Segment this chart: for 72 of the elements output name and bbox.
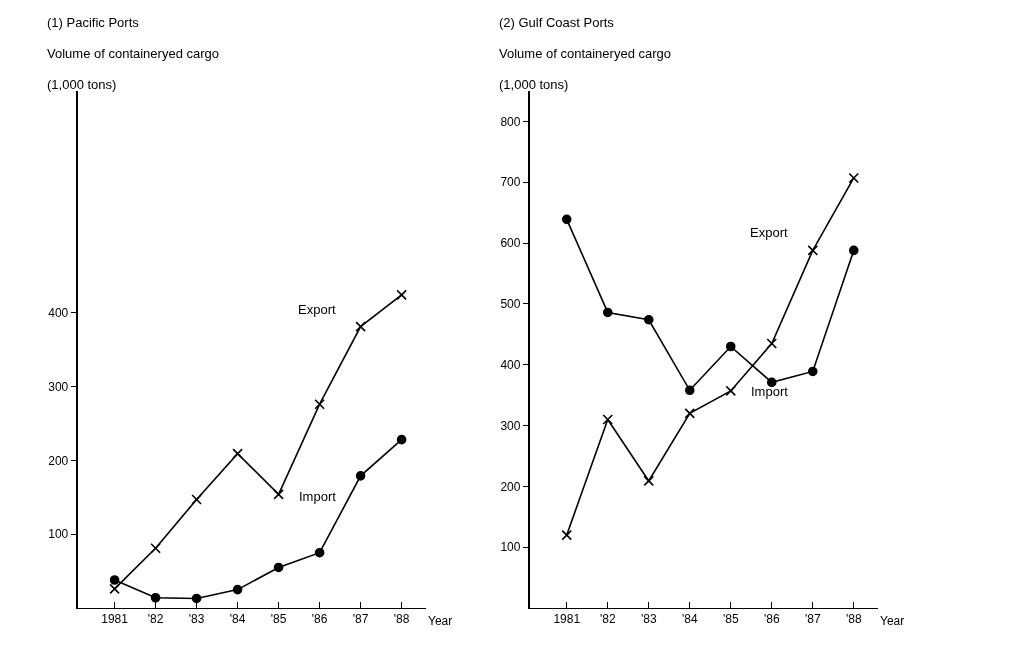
point <box>355 471 366 481</box>
point <box>848 172 860 184</box>
point <box>273 562 284 573</box>
point <box>191 494 202 505</box>
point <box>725 341 736 352</box>
series-label: Export <box>750 225 788 240</box>
y-tick-label: 200 <box>48 453 69 468</box>
y-tick-label: 400 <box>48 305 69 320</box>
point <box>191 593 202 604</box>
point <box>355 321 366 332</box>
point <box>396 289 407 301</box>
point <box>602 414 614 425</box>
point <box>273 489 284 500</box>
x-tick-label: '86 <box>311 612 328 627</box>
x-tick-label: '85 <box>722 612 739 627</box>
x-tick-label: '84 <box>681 612 698 627</box>
series-label: Import <box>299 489 337 504</box>
x-tick-label: '86 <box>763 612 780 627</box>
point <box>232 584 243 595</box>
x-tick-label: '82 <box>599 612 616 627</box>
point <box>807 245 819 256</box>
x-tick-label: '87 <box>352 612 369 627</box>
x-tick-label: 1981 <box>101 612 129 627</box>
x-axis-title: Year <box>880 614 905 628</box>
y-tick-label: 100 <box>48 527 69 542</box>
x-axis-title: Year <box>428 614 453 628</box>
chart-subtitle: Volume of containeryed cargo <box>47 46 219 61</box>
y-tick-label: 400 <box>500 357 521 372</box>
point <box>643 475 655 487</box>
x-tick-label: '82 <box>147 612 164 627</box>
x-tick-label: 1981 <box>553 612 581 627</box>
point <box>561 214 572 225</box>
point <box>232 448 243 459</box>
y-tick-label: 100 <box>500 540 521 555</box>
point <box>848 245 859 256</box>
point <box>643 314 654 325</box>
y-tick-label: 300 <box>500 418 521 433</box>
point <box>766 338 778 349</box>
x-tick-label: '88 <box>393 612 410 627</box>
x-tick-label: '85 <box>270 612 287 627</box>
point <box>725 385 737 397</box>
chart-title: (1) Pacific Ports <box>47 15 140 30</box>
y-tick-label: 800 <box>500 114 521 129</box>
chart-title: (2) Gulf Coast Ports <box>499 15 615 30</box>
point <box>150 542 161 554</box>
x-tick-label: '83 <box>188 612 205 627</box>
x-tick-label: '87 <box>804 612 821 627</box>
point <box>314 398 325 410</box>
y-axis-title: (1,000 tons) <box>47 77 117 92</box>
point <box>561 529 573 541</box>
x-tick-label: '84 <box>229 612 246 627</box>
chart-subtitle: Volume of containeryed cargo <box>499 46 671 61</box>
point <box>314 547 325 558</box>
y-tick-label: 500 <box>500 297 521 312</box>
point <box>396 434 407 445</box>
point <box>150 592 161 603</box>
point <box>684 408 696 419</box>
series-label: Import <box>751 384 789 399</box>
y-axis-title: (1,000 tons) <box>499 77 569 92</box>
y-tick-label: 600 <box>500 236 521 251</box>
y-tick-label: 700 <box>500 175 521 190</box>
y-tick-label: 300 <box>48 379 69 394</box>
point <box>109 575 120 585</box>
y-tick-label: 200 <box>500 479 521 494</box>
point <box>109 583 120 595</box>
point <box>684 385 695 396</box>
x-tick-label: '83 <box>640 612 657 627</box>
x-tick-label: '88 <box>845 612 862 627</box>
series-label: Export <box>298 302 336 317</box>
point <box>807 366 818 377</box>
point <box>766 377 777 388</box>
point <box>602 307 613 318</box>
